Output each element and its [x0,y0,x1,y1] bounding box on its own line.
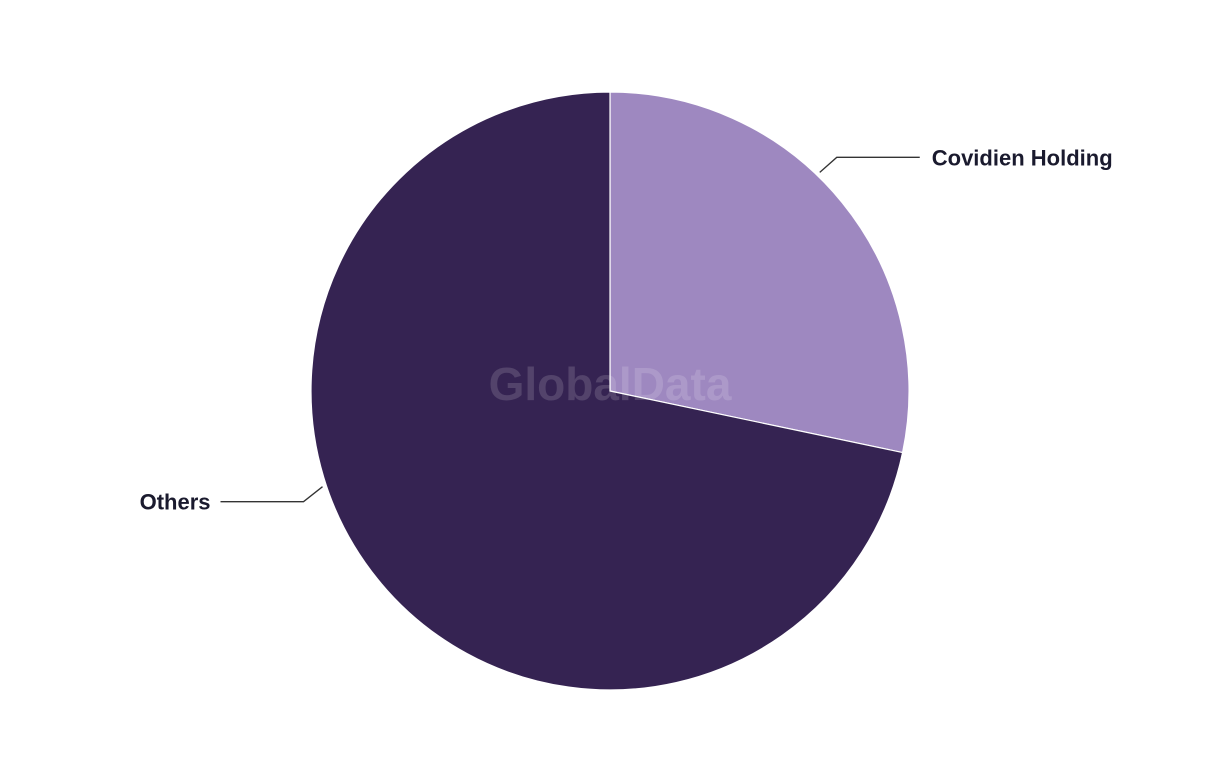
leader-line [819,156,920,173]
slice-label: Covidien Holding [932,145,1113,170]
pie-slice-covidien-holding [609,91,910,454]
slice-label: Others [140,490,211,515]
watermark: GlobalData [489,358,732,410]
pie-slice-others [310,91,904,691]
leader-line [220,486,323,503]
